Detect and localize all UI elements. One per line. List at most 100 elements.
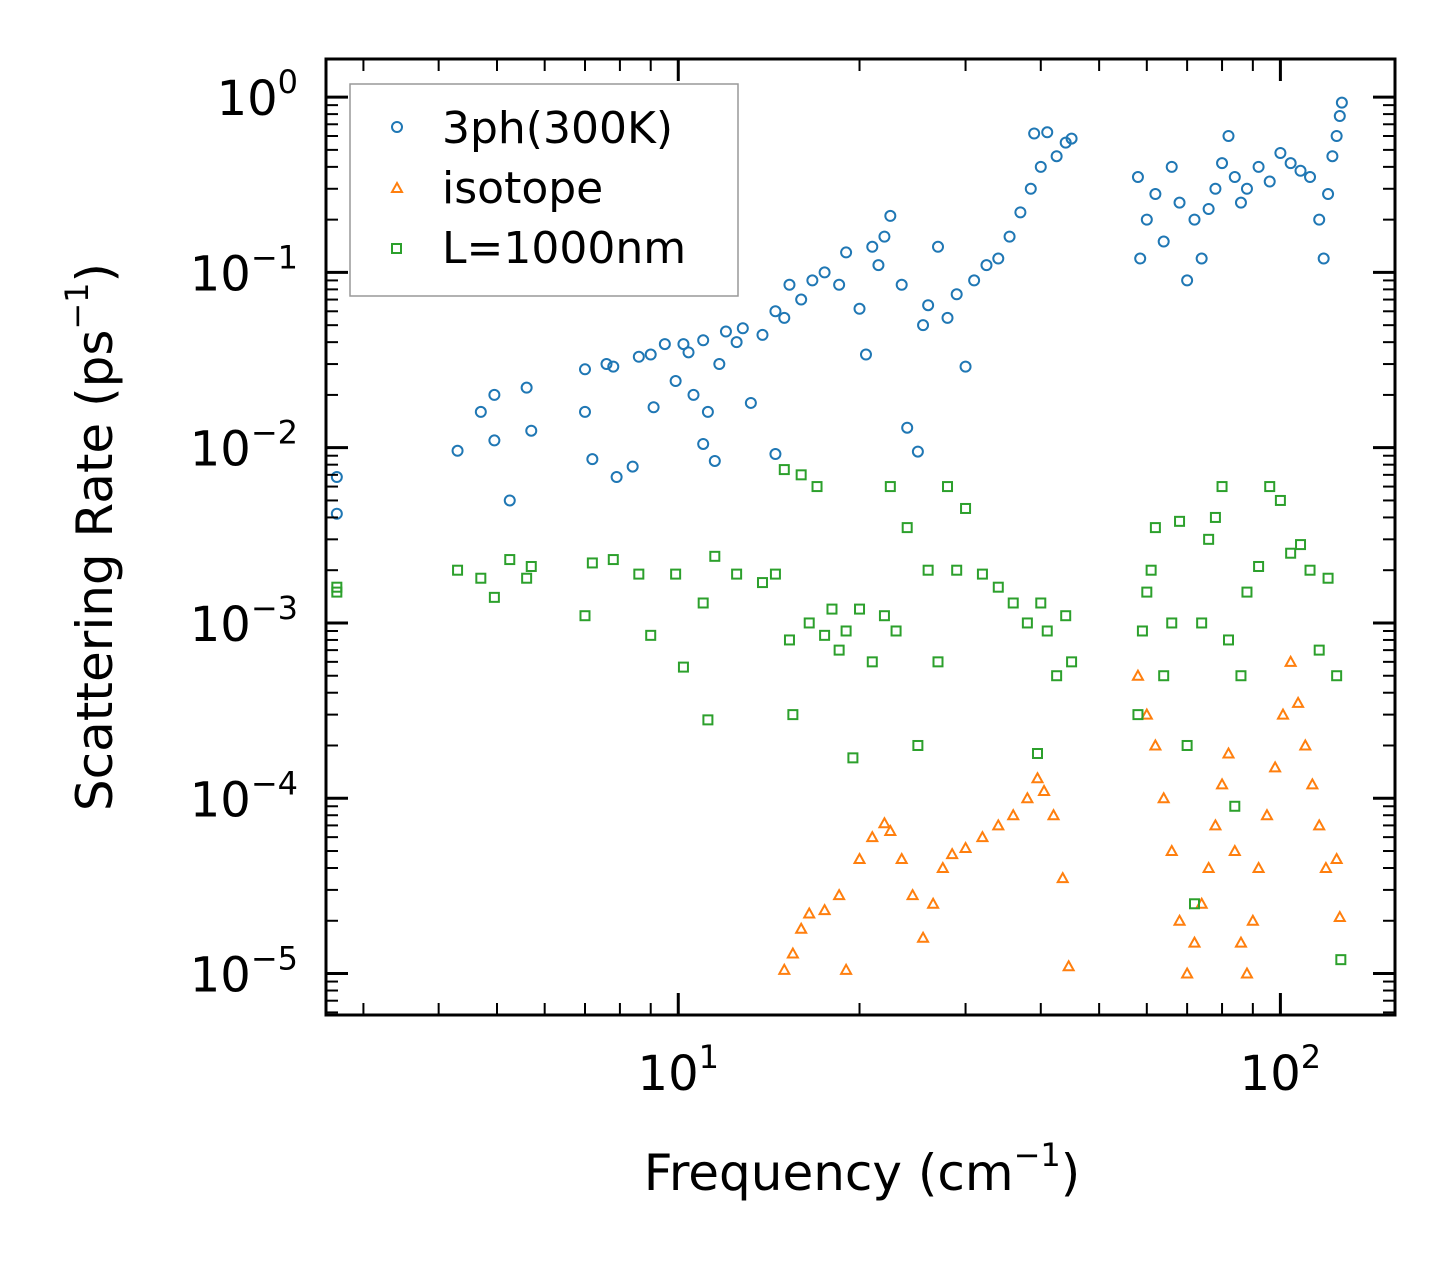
data-point-square [833, 644, 845, 656]
data-point-triangle [1283, 654, 1298, 667]
data-point-square [1285, 547, 1297, 559]
data-point-triangle [794, 921, 808, 934]
data-point-circle [578, 405, 591, 418]
data-point-square [783, 634, 795, 646]
data-point-square [1253, 560, 1265, 572]
data-point-triangle [926, 896, 940, 909]
data-point-square [1209, 511, 1221, 523]
data-point-square [525, 560, 537, 572]
data-point-circle [1157, 235, 1170, 248]
data-point-square [452, 564, 464, 576]
data-point-circle [1140, 213, 1153, 226]
data-point-circle [1134, 252, 1147, 265]
data-point-circle [1065, 132, 1078, 145]
x-axis-label: Frequency (cm−1) [644, 1136, 1081, 1202]
data-point-square [787, 709, 799, 721]
x-tick-label: 102 [1240, 1038, 1321, 1102]
data-point-triangle [1131, 668, 1145, 681]
y-tick-label: 100 [217, 63, 298, 127]
data-point-circle [1131, 171, 1144, 184]
data-point-square [1331, 670, 1343, 682]
data-point-square [1241, 586, 1253, 598]
data-point-circle [833, 278, 846, 291]
data-point-circle [778, 311, 791, 324]
data-point-circle [1322, 188, 1335, 201]
y-axis-label-main: Scattering Rate (ps [66, 330, 124, 811]
y-tick-label: 10−1 [190, 238, 298, 302]
legend-label-isotope: isotope [442, 163, 603, 214]
data-point-circle [330, 471, 343, 484]
data-point-triangle [1260, 808, 1274, 821]
data-point-triangle [1172, 913, 1187, 926]
data-point-circle [1263, 175, 1276, 188]
data-point-triangle [1312, 818, 1326, 831]
data-point-triangle [1006, 808, 1020, 821]
data-point-square [1021, 617, 1033, 629]
data-point-circle [697, 334, 710, 347]
data-point-triangle [1056, 871, 1070, 884]
data-point-square [778, 464, 790, 476]
data-point-circle [895, 278, 908, 291]
plot-border [324, 57, 1397, 1017]
y-tick-label-exp: −5 [251, 940, 298, 978]
x-tick-label-exp: 2 [1301, 1038, 1321, 1076]
data-point-circle [474, 405, 487, 418]
data-point-square [960, 502, 972, 514]
data-point-triangle [905, 888, 920, 901]
data-point-circle [1209, 182, 1222, 195]
data-point-square [709, 550, 721, 562]
y-axis-label-end: ) [66, 263, 124, 283]
data-point-square [702, 714, 714, 726]
data-point-square [922, 564, 934, 576]
data-point-circle [1228, 171, 1241, 184]
data-point-square [1235, 670, 1247, 682]
data-point-triangle [1046, 808, 1061, 821]
data-point-square [475, 572, 487, 584]
data-point-square [1141, 586, 1153, 598]
x-tick-label: 101 [638, 1038, 719, 1102]
data-point-square [1132, 709, 1144, 721]
y-tick-label: 10−3 [190, 589, 298, 653]
data-point-triangle [1201, 860, 1216, 874]
legend-marker-triangle [390, 180, 404, 193]
x-tick-label-exp: 1 [699, 1038, 719, 1076]
data-point-circle [917, 319, 930, 332]
data-point-circle [677, 338, 690, 351]
data-point-triangle [1268, 760, 1282, 773]
legend-marker-square [391, 243, 402, 254]
data-point-square [697, 597, 709, 609]
legend-entry-3ph: 3ph(300K) [391, 103, 673, 154]
data-point-circle [744, 396, 757, 409]
data-point-triangle [945, 847, 959, 860]
data-point-circle [730, 336, 743, 349]
data-point-triangle [1156, 791, 1171, 804]
data-point-triangle [1228, 843, 1242, 857]
y-tick-label-base: 10 [190, 422, 251, 478]
data-point-circle [708, 454, 721, 467]
y-tick-label-exp: −1 [251, 238, 298, 276]
data-point-circle [607, 360, 620, 373]
data-point-square [1149, 522, 1161, 534]
y-tick-label-exp: −3 [251, 589, 298, 627]
data-point-triangle [832, 888, 846, 901]
data-point-triangle [1061, 959, 1076, 972]
legend: 3ph(300K) isotope L=1000nm [349, 83, 739, 297]
data-point-circle [795, 293, 808, 306]
data-point-circle [1024, 182, 1037, 195]
data-point-circle [669, 375, 682, 388]
data-point-square [992, 581, 1004, 593]
axis-ticks [326, 59, 1395, 1015]
data-point-square [884, 481, 896, 493]
data-point-square [1313, 644, 1325, 656]
data-point-square [1066, 656, 1078, 668]
data-point-circle [1202, 202, 1215, 215]
data-point-circle [644, 348, 657, 361]
x-axis-label-end: ) [1061, 1144, 1081, 1202]
data-point-square [803, 617, 815, 629]
data-point-circle [1173, 196, 1186, 209]
data-point-square [731, 568, 743, 580]
data-point-square [1304, 564, 1316, 576]
legend-entry-isotope: isotope [390, 163, 603, 214]
data-point-triangle [1208, 818, 1223, 831]
data-point-circle [950, 288, 963, 301]
